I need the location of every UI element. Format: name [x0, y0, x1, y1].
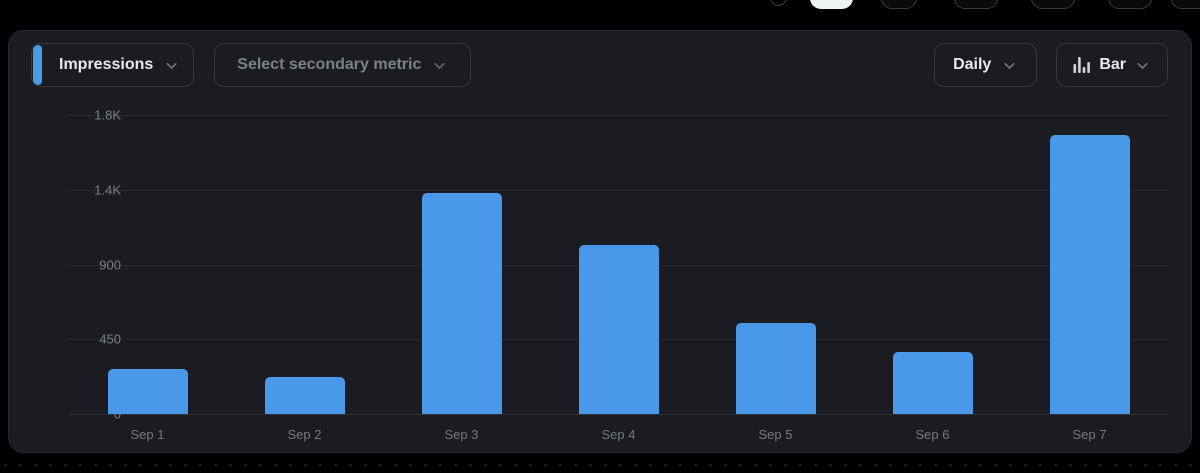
- impressions-bar-chart: 0 450 900 1.4K 1.8K Sep 1 Sep 2 Sep 3 Sep 4 Sep 5…: [9, 31, 1191, 452]
- plot-area: 0 450 900 1.4K 1.8K Sep 1 Sep 2 Sep 3 Sep 4 Sep 5…: [69, 108, 1168, 442]
- top-tab-strip: [0, 0, 1200, 12]
- tab-segment[interactable]: [1108, 0, 1152, 9]
- tab-segment[interactable]: [1171, 0, 1200, 9]
- interval-dropdown[interactable]: Daily: [934, 43, 1038, 87]
- y-axis-tick-label: 0: [113, 406, 121, 422]
- chart-type-label: Bar: [1099, 56, 1126, 73]
- tab-segment-active[interactable]: [810, 0, 853, 9]
- chart-type-dropdown[interactable]: Bar: [1056, 43, 1168, 87]
- y-axis-tick-label: 900: [99, 257, 121, 272]
- chevron-down-icon: [166, 62, 177, 69]
- tab-segment[interactable]: [1031, 0, 1075, 9]
- avatar-icon[interactable]: [770, 0, 787, 6]
- interval-label: Daily: [953, 56, 992, 73]
- primary-metric-dropdown[interactable]: Impressions: [31, 43, 195, 87]
- tab-segment[interactable]: [954, 0, 998, 9]
- secondary-metric-label: Select secondary metric: [237, 56, 422, 73]
- bar-chart-icon: [1073, 57, 1091, 73]
- gridline: [69, 414, 1168, 415]
- primary-metric-label: Impressions: [59, 56, 154, 73]
- metric-selectors: Impressions Select secondary metric: [31, 43, 472, 87]
- chevron-down-icon: [1004, 62, 1015, 69]
- y-axis-tick-label: 1.4K: [94, 182, 121, 198]
- bar-sep-5[interactable]: [735, 323, 816, 414]
- bar-sep-2[interactable]: [264, 376, 345, 414]
- y-axis-tick-label: 1.8K: [94, 107, 121, 123]
- bar-sep-3[interactable]: [421, 193, 502, 414]
- tab-segment[interactable]: [881, 0, 917, 9]
- view-selectors: Daily Bar: [934, 43, 1168, 87]
- dotted-divider: [4, 464, 1200, 466]
- x-axis-tick-label: Sep 7: [1072, 427, 1107, 442]
- x-axis-tick-label: Sep 2: [287, 427, 322, 442]
- bar-sep-6[interactable]: [892, 351, 973, 414]
- gridline: [69, 189, 1168, 191]
- x-axis-tick-label: Sep 6: [915, 427, 950, 442]
- x-axis-tick-label: Sep 1: [130, 427, 165, 442]
- y-axis-tick-label: 450: [99, 331, 121, 347]
- chevron-down-icon: [434, 62, 445, 69]
- x-axis-tick-label: Sep 4: [601, 427, 636, 442]
- chevron-down-icon: [1137, 62, 1148, 69]
- bar-sep-4[interactable]: [578, 244, 659, 414]
- bar-sep-7[interactable]: [1049, 134, 1130, 414]
- chart-toolbar: Impressions Select secondary metric Dail…: [31, 43, 1168, 87]
- metric-accent-bar: [33, 45, 42, 85]
- chart-card: Impressions Select secondary metric Dail…: [8, 30, 1192, 453]
- x-axis-tick-label: Sep 5: [758, 427, 793, 442]
- bar-sep-1[interactable]: [107, 369, 188, 414]
- secondary-metric-dropdown[interactable]: Select secondary metric: [214, 43, 472, 87]
- x-axis-tick-label: Sep 3: [444, 427, 479, 442]
- gridline: [69, 115, 1168, 116]
